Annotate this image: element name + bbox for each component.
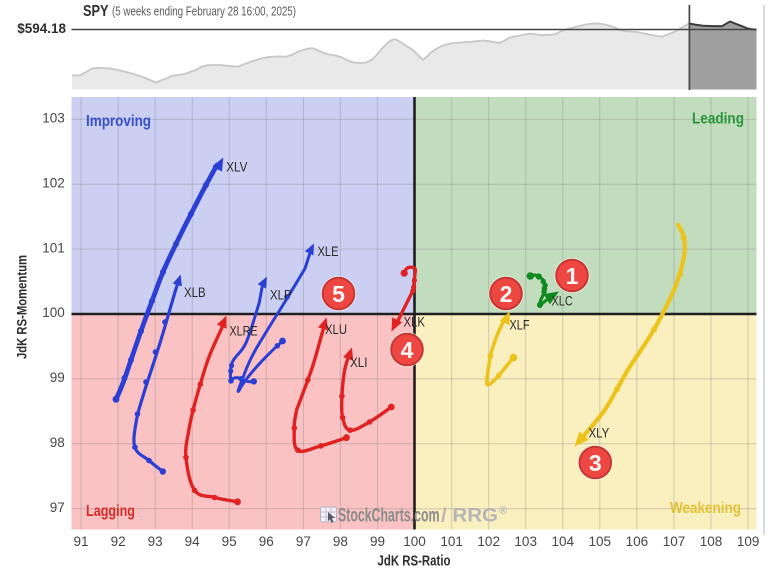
svg-text:99: 99 [370, 534, 385, 549]
svg-text:XLU: XLU [325, 322, 347, 337]
svg-text:XLP: XLP [270, 288, 292, 303]
svg-text:96: 96 [259, 534, 274, 549]
svg-text:JdK RS-Momentum: JdK RS-Momentum [14, 255, 30, 359]
svg-text:91: 91 [73, 534, 88, 549]
svg-text:103: 103 [42, 111, 65, 126]
svg-text:XLK: XLK [404, 315, 426, 330]
svg-text:®: ® [499, 505, 507, 517]
svg-text:100: 100 [403, 534, 426, 549]
svg-text:97: 97 [50, 500, 65, 515]
svg-text:2: 2 [500, 281, 513, 307]
svg-text:100: 100 [42, 305, 65, 320]
svg-text:4: 4 [401, 337, 414, 363]
svg-text:Improving: Improving [86, 113, 151, 130]
svg-text:102: 102 [477, 534, 500, 549]
svg-text:101: 101 [42, 240, 65, 255]
svg-text:SPY: SPY [83, 3, 109, 20]
svg-text:JdK RS-Ratio: JdK RS-Ratio [378, 554, 451, 570]
svg-text:XLY: XLY [589, 426, 610, 441]
svg-text:StockCharts.com: StockCharts.com [338, 505, 440, 527]
svg-text:Weakening: Weakening [670, 500, 741, 517]
svg-text:XLRE: XLRE [230, 324, 258, 339]
svg-text:95: 95 [222, 534, 237, 549]
svg-text:3: 3 [589, 450, 602, 476]
svg-text:109: 109 [737, 534, 760, 549]
svg-text:103: 103 [514, 534, 537, 549]
svg-text:93: 93 [148, 534, 163, 549]
svg-text:106: 106 [626, 534, 649, 549]
svg-text:XLV: XLV [226, 160, 247, 175]
svg-text:XLE: XLE [318, 244, 339, 259]
svg-text:$594.18: $594.18 [17, 21, 66, 36]
svg-text:97: 97 [296, 534, 311, 549]
svg-text:102: 102 [42, 175, 65, 190]
svg-text:105: 105 [589, 534, 612, 549]
svg-text:98: 98 [333, 534, 348, 549]
svg-text:107: 107 [663, 534, 686, 549]
svg-text:1: 1 [566, 263, 579, 289]
svg-text:108: 108 [700, 534, 723, 549]
svg-text:Leading: Leading [692, 111, 744, 128]
svg-text:92: 92 [111, 534, 126, 549]
svg-text:104: 104 [552, 534, 575, 549]
svg-text:5: 5 [332, 281, 345, 307]
svg-text:98: 98 [50, 435, 65, 450]
svg-text:/ RRG: / RRG [441, 505, 498, 527]
svg-text:94: 94 [185, 534, 201, 549]
svg-text:XLB: XLB [184, 285, 206, 300]
svg-text:99: 99 [50, 370, 65, 385]
svg-text:101: 101 [440, 534, 463, 549]
svg-text:(5 weeks ending February 28 16: (5 weeks ending February 28 16:00, 2025) [112, 5, 296, 19]
svg-text:Lagging: Lagging [86, 503, 135, 520]
svg-text:XLC: XLC [552, 294, 574, 309]
svg-text:XLI: XLI [350, 355, 368, 370]
svg-text:XLF: XLF [510, 318, 530, 333]
